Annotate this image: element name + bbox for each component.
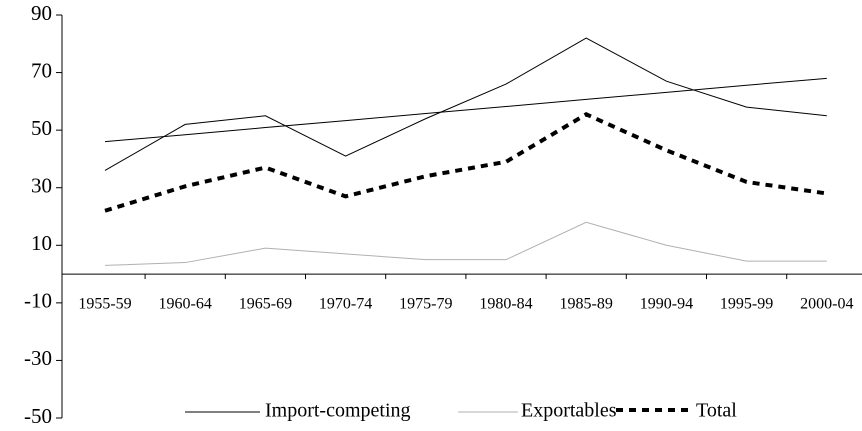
y-tick-label: -30 (24, 346, 52, 370)
y-tick-label: 30 (31, 174, 52, 198)
y-tick-label: 50 (31, 116, 52, 140)
series-line (104, 37, 827, 171)
x-tick-label: 1970-74 (319, 296, 372, 313)
y-tick-label: 10 (31, 231, 52, 255)
x-tick-label: 2000-04 (800, 296, 853, 313)
x-tick-label: 1955-59 (78, 296, 131, 313)
x-tick-label: 1965-69 (239, 296, 292, 313)
y-tick-label: 90 (31, 1, 52, 25)
x-tick-label: 1980-84 (479, 296, 532, 313)
series-line (104, 112, 828, 213)
series-line (104, 77, 827, 143)
x-tick-label: 1960-64 (159, 296, 212, 313)
y-tick-label: 70 (31, 58, 52, 82)
x-tick-label: 1985-89 (560, 296, 613, 313)
legend-label: Total (696, 400, 737, 422)
x-tick-label: 1990-94 (640, 296, 693, 313)
y-tick-label: -50 (24, 404, 52, 428)
y-tick-label: -10 (24, 289, 52, 313)
series-line (104, 221, 827, 266)
legend-label: Import-competing (265, 400, 411, 422)
x-tick-label: 1975-79 (399, 296, 452, 313)
x-tick-label: 1995-99 (720, 296, 773, 313)
legend-label: Exportables (521, 400, 617, 422)
